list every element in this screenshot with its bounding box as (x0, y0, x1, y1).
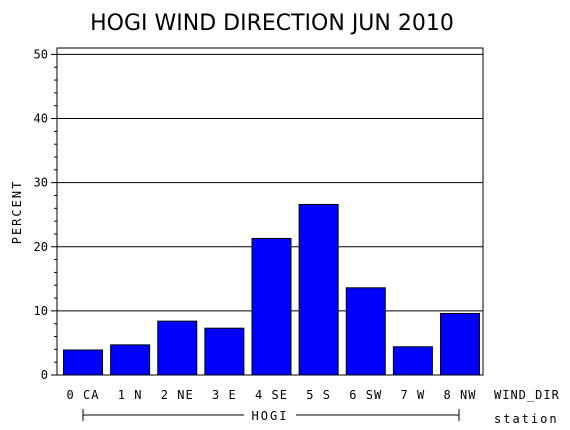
y-tick-label: 40 (34, 112, 48, 126)
group-label-gap (244, 408, 296, 422)
x-tick-label: 5 S (306, 388, 331, 402)
x-tick-label: 1 N (118, 388, 143, 402)
y-tick-label: 50 (34, 47, 48, 61)
bar-7-w (392, 346, 433, 376)
y-tick-label: 20 (34, 240, 48, 254)
y-tick-label: 0 (41, 368, 48, 382)
bar-8-nw (440, 312, 480, 376)
x-axis: 0 CA 1 N 2 NE 3 E 4 SE 5 S 6 SW 7 W 8 NW (67, 388, 477, 402)
x-axis-label: WIND_DIR (494, 388, 560, 402)
bar-4-se (251, 237, 292, 376)
group-axis-label: station (494, 412, 559, 426)
bar-5-s (298, 203, 339, 376)
x-tick-label: 8 NW (444, 388, 477, 402)
group-label: HOGI (252, 409, 289, 423)
x-tick-label: 0 CA (67, 388, 100, 402)
gridlines (57, 53, 483, 312)
plot-frame (56, 47, 484, 376)
x-tick-label: 6 SW (349, 388, 382, 402)
x-tick-label: 3 E (212, 388, 237, 402)
x-tick-label: 4 SE (255, 388, 288, 402)
bar-0-ca (63, 349, 103, 376)
y-axis-label: PERCENT (10, 180, 24, 245)
x-tick-label: 2 NE (161, 388, 194, 402)
bars (63, 203, 480, 376)
bar-1-n (110, 344, 151, 376)
bar-2-ne (157, 320, 198, 376)
chart-title: HOGI WIND DIRECTION JUN 2010 (90, 11, 454, 36)
y-axis: 0 10 20 30 40 50 (34, 47, 57, 382)
bar-6-sw (345, 287, 386, 376)
bar-3-e (204, 327, 245, 376)
x-tick-label: 7 W (401, 388, 426, 402)
y-tick-label: 30 (34, 176, 48, 190)
y-tick-label: 10 (34, 304, 48, 318)
